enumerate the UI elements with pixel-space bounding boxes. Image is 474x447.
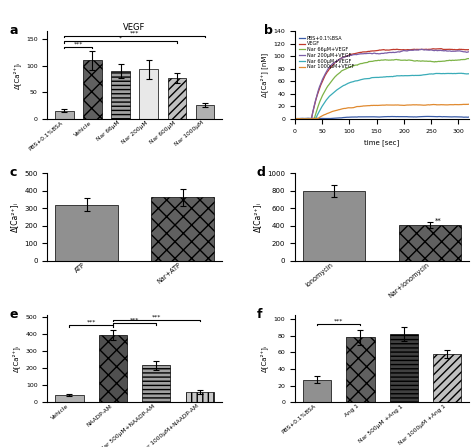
Bar [399,225,461,261]
Bar [55,395,83,402]
VEGF [292,116,298,122]
Nar 200μM+VEGF [419,46,425,52]
Text: ***: *** [152,315,161,320]
PBS+0.1%BSA [292,116,298,122]
Nar 66μM+VEGF [402,58,408,63]
Y-axis label: Δ[Ca²⁺]ᵢ: Δ[Ca²⁺]ᵢ [9,202,18,232]
Nar 1000μM+VEGF [418,102,424,108]
Nar 1000μM+VEGF [292,116,298,122]
Nar 600μM+VEGF [349,79,355,84]
Bar [142,365,170,402]
VEGF [438,46,444,51]
Nar 1000μM+VEGF [466,101,472,107]
Text: e: e [9,308,18,321]
Text: ***: *** [74,41,83,46]
Text: ***: *** [334,319,343,324]
Bar [55,205,118,261]
VEGF [419,46,425,52]
Bar [346,337,374,402]
Bar [83,60,101,119]
Nar 66μM+VEGF [313,110,319,116]
Nar 200μM+VEGF [313,97,319,102]
Text: b: b [264,24,273,37]
Text: ***: *** [86,320,96,325]
Nar 1000μM+VEGF [402,103,408,108]
Nar 1000μM+VEGF [361,103,367,109]
Line: PBS+0.1%BSA: PBS+0.1%BSA [295,116,469,119]
Line: Nar 200μM+VEGF: Nar 200μM+VEGF [295,49,469,119]
Nar 600μM+VEGF [466,71,472,76]
Nar 200μM+VEGF [418,47,424,52]
Y-axis label: Δ[Ca²⁺]ᵢ: Δ[Ca²⁺]ᵢ [13,62,20,89]
PBS+0.1%BSA [313,116,319,121]
Text: ***: *** [130,318,139,323]
Bar [303,380,331,402]
PBS+0.1%BSA [425,114,430,119]
Bar [99,335,127,402]
Nar 200μM+VEGF [466,49,472,55]
VEGF [466,47,472,52]
PBS+0.1%BSA [419,114,425,119]
Bar [111,71,130,119]
Y-axis label: Δ[Ca²⁺]ᵢ: Δ[Ca²⁺]ᵢ [253,202,262,232]
Bar [303,191,365,261]
Nar 66μM+VEGF [419,58,425,63]
Text: a: a [9,24,18,37]
Nar 200μM+VEGF [361,51,367,56]
PBS+0.1%BSA [466,114,472,120]
Nar 600μM+VEGF [361,76,367,82]
Bar [186,392,214,402]
Nar 600μM+VEGF [419,72,425,78]
Nar 66μM+VEGF [349,63,355,69]
Bar [167,78,186,119]
Nar 200μM+VEGF [419,46,425,52]
Nar 1000μM+VEGF [313,116,319,121]
VEGF [349,51,355,57]
PBS+0.1%BSA [402,114,408,119]
Nar 200μM+VEGF [402,48,408,53]
VEGF [418,46,424,52]
PBS+0.1%BSA [361,114,367,119]
Nar 1000μM+VEGF [349,105,355,110]
Nar 600μM+VEGF [292,116,298,122]
Bar [151,197,214,261]
Text: *: * [119,36,122,41]
Legend: PBS+0.1%BSA, VEGF, Nar 66μM+VEGF, Nar 200μM+VEGF, Nar 600μM+VEGF, Nar 1000μM+VEG: PBS+0.1%BSA, VEGF, Nar 66μM+VEGF, Nar 20… [297,34,356,71]
X-axis label: time [sec]: time [sec] [365,139,400,146]
Bar [55,111,73,119]
Line: Nar 1000μM+VEGF: Nar 1000μM+VEGF [295,104,469,119]
Nar 600μM+VEGF [418,73,424,78]
Text: f: f [256,308,262,321]
Nar 600μM+VEGF [402,73,408,78]
Bar [139,69,158,119]
Nar 600μM+VEGF [313,115,319,121]
Y-axis label: Δ[Ca²⁺]ᵢ: Δ[Ca²⁺]ᵢ [260,345,268,372]
Nar 1000μM+VEGF [419,102,425,108]
Nar 600μM+VEGF [458,71,464,76]
PBS+0.1%BSA [349,114,355,120]
Text: **: ** [435,218,442,224]
VEGF [361,49,367,55]
Text: ***: *** [130,31,139,36]
Nar 200μM+VEGF [349,53,355,58]
PBS+0.1%BSA [418,114,424,119]
Bar [196,105,214,119]
Y-axis label: Δ[Ca²⁺] [nM]: Δ[Ca²⁺] [nM] [260,53,268,97]
VEGF [313,97,319,102]
Y-axis label: Δ[Ca²⁺]ᵢ: Δ[Ca²⁺]ᵢ [13,345,20,372]
Bar [390,334,418,402]
Nar 66μM+VEGF [292,116,298,122]
Line: Nar 600μM+VEGF: Nar 600μM+VEGF [295,73,469,119]
VEGF [402,47,408,52]
Nar 200μM+VEGF [292,116,298,122]
Text: d: d [256,166,265,179]
Nar 66μM+VEGF [466,56,472,61]
Line: Nar 66μM+VEGF: Nar 66μM+VEGF [295,59,469,119]
Text: VEGF: VEGF [123,23,146,32]
Bar [433,354,461,402]
Nar 66μM+VEGF [361,60,367,66]
Line: VEGF: VEGF [295,49,469,119]
Nar 66μM+VEGF [418,59,424,64]
Text: c: c [9,166,17,179]
